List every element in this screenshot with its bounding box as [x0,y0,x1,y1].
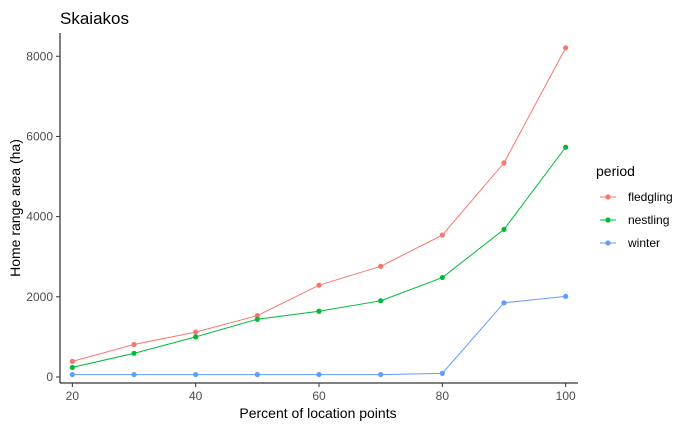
data-point-nestling [193,334,199,340]
x-tick-label: 80 [436,389,450,403]
data-point-nestling [501,226,507,233]
data-point-winter [193,371,199,378]
data-point-nestling [378,298,384,304]
x-tick-label: 20 [66,389,80,403]
data-point-winter [439,370,445,376]
data-point-winter [69,371,75,378]
x-axis-title: Percent of location points [239,405,396,421]
y-tick-label: 4000 [26,210,53,224]
chart-title: Skaiakos [60,9,129,28]
data-point-nestling [563,144,569,150]
x-tick-label: 100 [556,389,576,403]
y-tick-label: 0 [46,370,53,384]
legend-key-point-nestling [605,217,611,223]
data-point-winter [131,371,137,378]
data-point-winter [254,371,260,378]
data-point-nestling [254,316,260,322]
series-line-fledgling [72,47,567,362]
plot-area: 0 2000 4000 6000 8000 20 40 60 80 100 [26,33,578,403]
data-point-nestling [439,274,445,281]
data-point-fledgling [316,282,322,288]
data-point-winter [563,293,569,300]
legend-label-nestling: nestling [628,213,669,227]
data-point-fledgling [69,358,75,364]
data-point-winter [316,371,322,378]
data-point-fledgling [501,160,507,166]
data-point-fledgling [131,341,137,348]
y-axis-title: Home range area (ha) [7,139,23,277]
data-point-nestling [316,308,322,314]
data-point-fledgling [439,232,445,238]
data-point-winter [501,300,507,306]
data-point-winter [378,371,384,378]
x-tick-label: 60 [312,389,326,403]
data-point-nestling [69,364,75,370]
data-point-fledgling [563,45,569,51]
data-point-fledgling [193,329,199,335]
series-line-nestling [72,146,567,368]
data-point-fledgling [254,313,260,319]
series-line-winter [72,295,566,376]
y-tick-label: 8000 [26,49,53,63]
y-tick-label: 6000 [26,129,53,143]
data-point-nestling [131,350,137,356]
legend-label-winter: winter [627,236,660,250]
legend-key-point-winter [605,240,611,246]
legend-key-point-fledgling [605,194,611,200]
legend-label-fledgling: fledgling [628,190,673,204]
legend: fledgling nestling winter [600,190,673,250]
y-tick-label: 2000 [26,290,53,304]
legend-title: period [596,163,635,179]
x-tick-label: 40 [189,389,203,403]
data-point-fledgling [378,263,384,269]
